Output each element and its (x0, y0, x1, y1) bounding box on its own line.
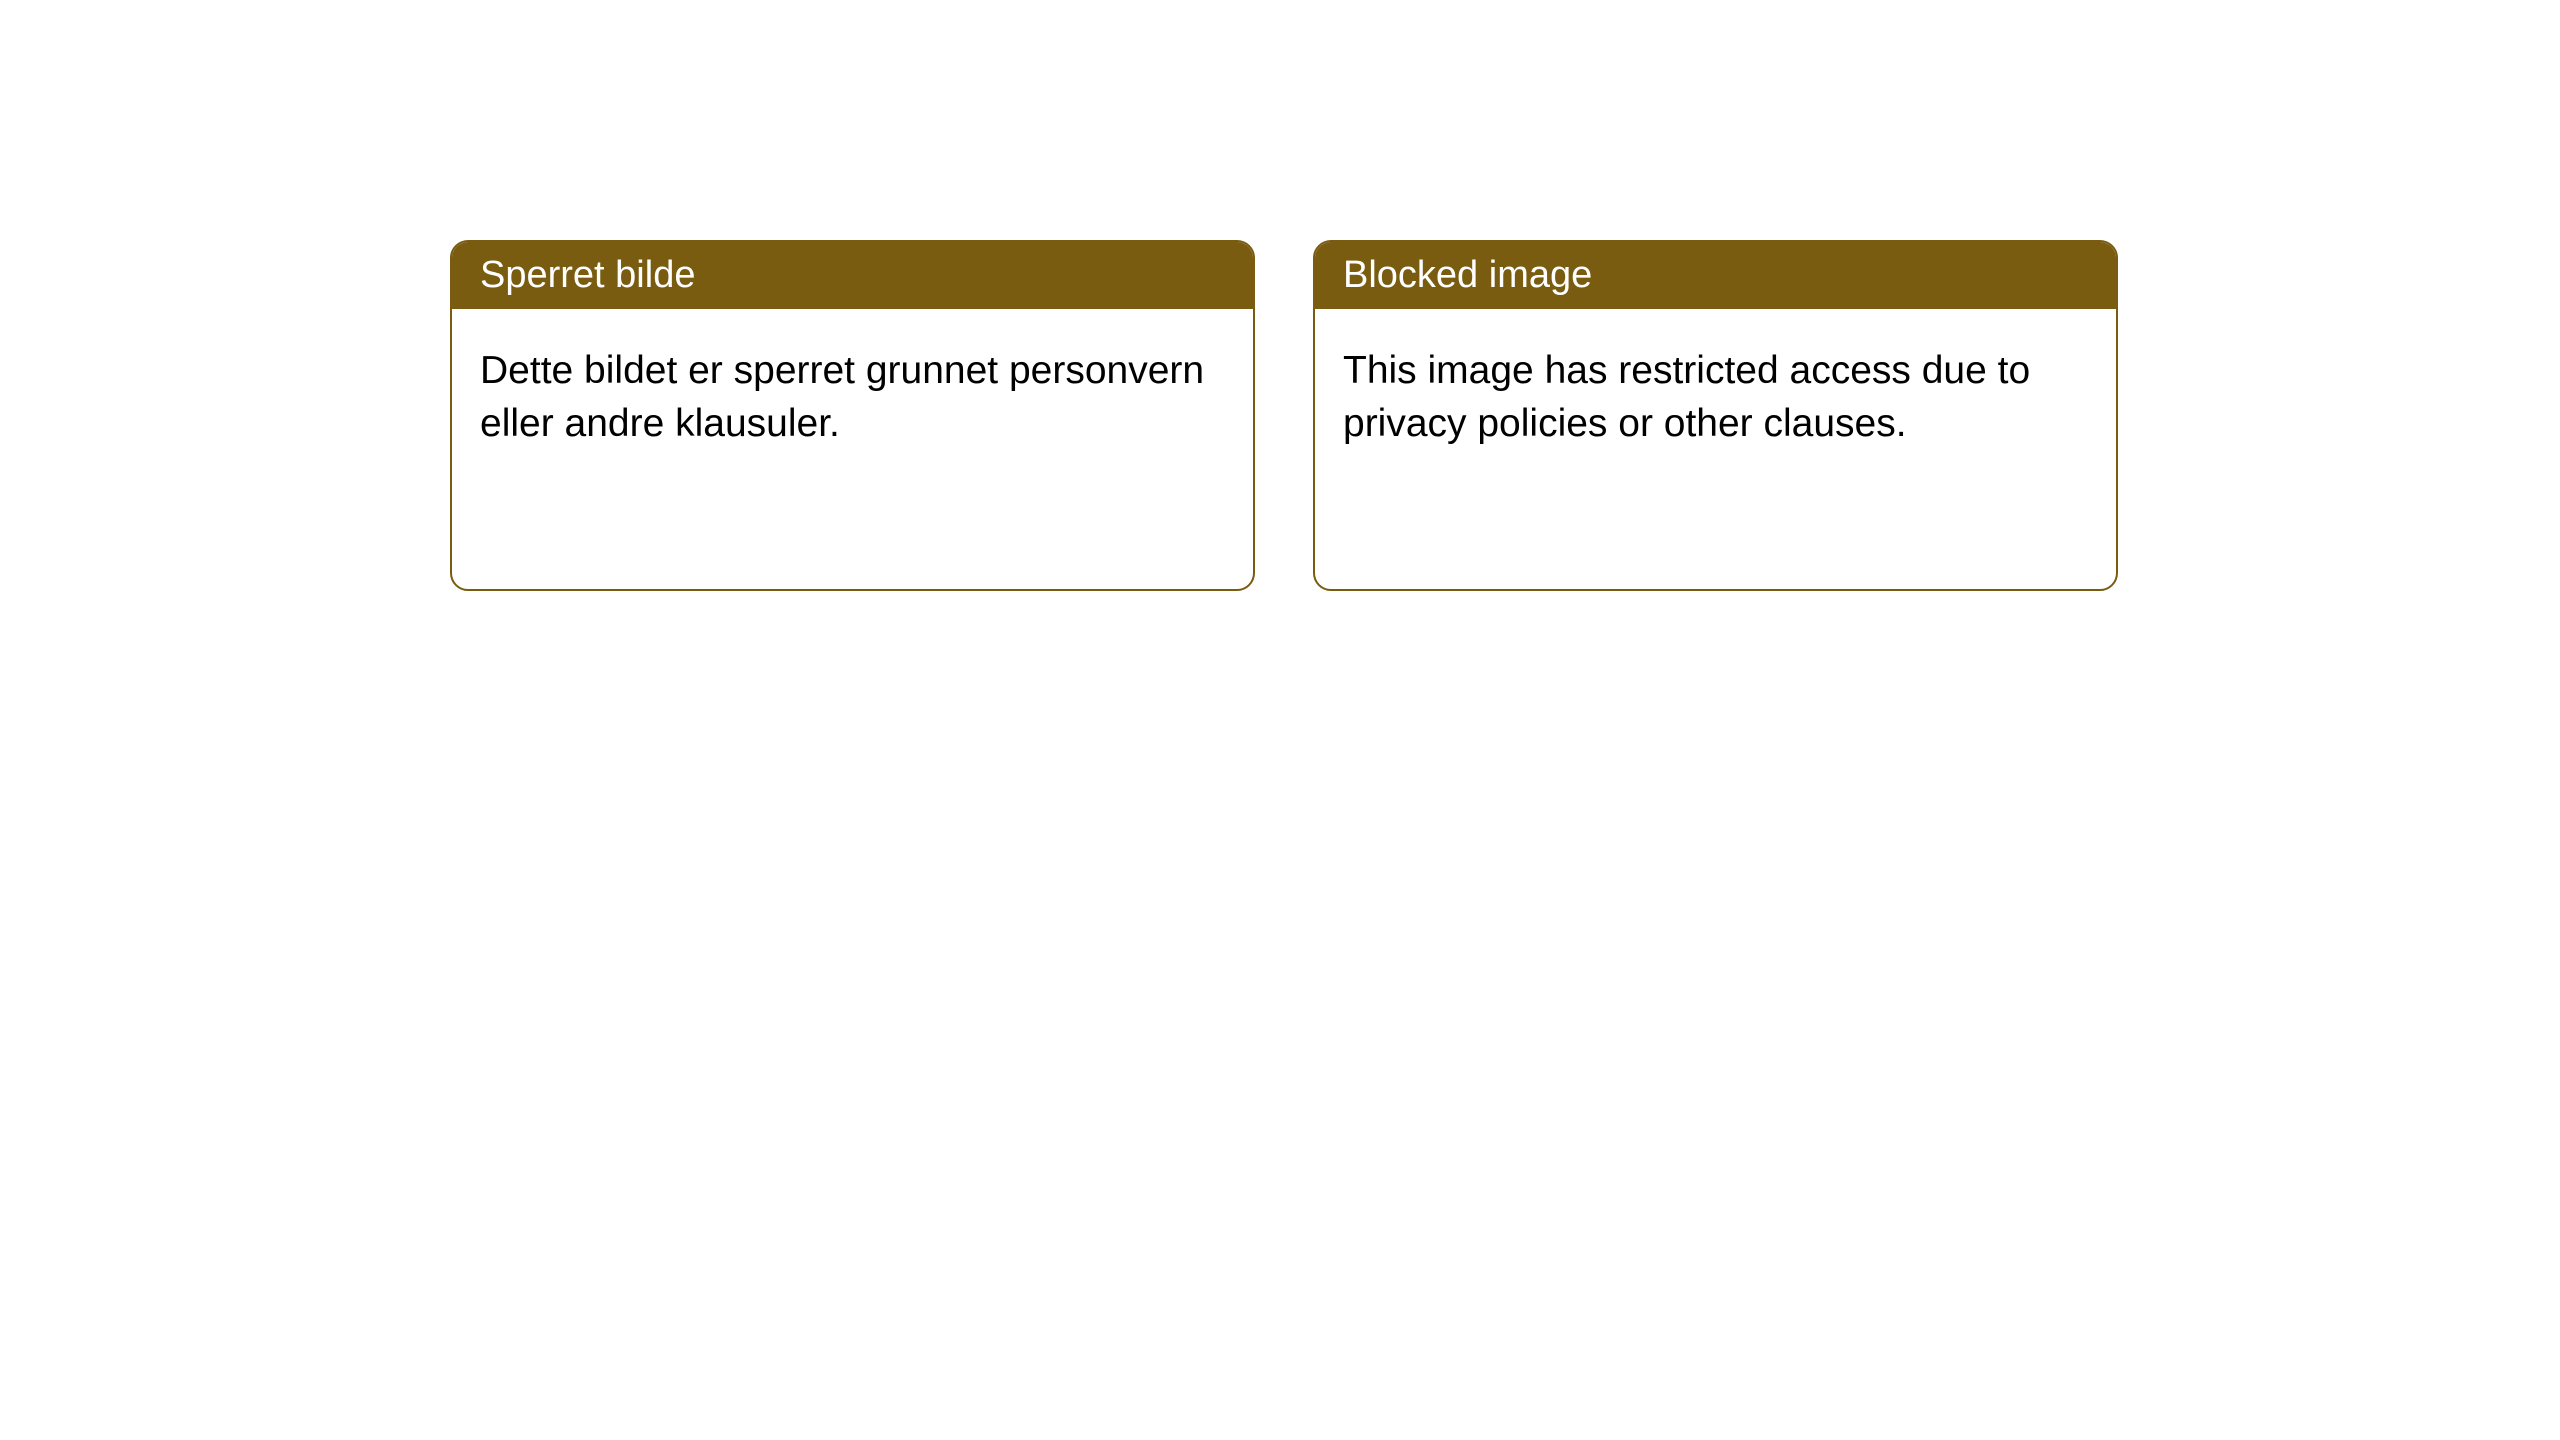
card-body-norwegian: Dette bildet er sperret grunnet personve… (452, 309, 1253, 589)
blocked-image-card-norwegian: Sperret bilde Dette bildet er sperret gr… (450, 240, 1255, 591)
card-body-english: This image has restricted access due to … (1315, 309, 2116, 589)
cards-container: Sperret bilde Dette bildet er sperret gr… (0, 0, 2560, 591)
card-header-norwegian: Sperret bilde (452, 242, 1253, 309)
card-title-english: Blocked image (1343, 254, 1592, 296)
card-title-norwegian: Sperret bilde (480, 254, 695, 296)
card-message-norwegian: Dette bildet er sperret grunnet personve… (480, 349, 1204, 445)
card-header-english: Blocked image (1315, 242, 2116, 309)
blocked-image-card-english: Blocked image This image has restricted … (1313, 240, 2118, 591)
card-message-english: This image has restricted access due to … (1343, 349, 2030, 445)
